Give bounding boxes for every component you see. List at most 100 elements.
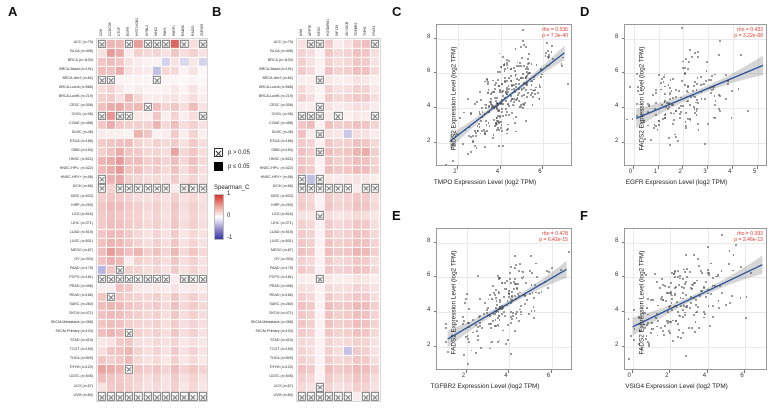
heatmap-cell[interactable] <box>143 48 152 57</box>
heatmap-cell[interactable] <box>334 111 343 121</box>
heatmap-cell[interactable] <box>97 57 106 66</box>
heatmap-cell[interactable] <box>306 84 315 93</box>
heatmap-cell[interactable] <box>297 193 306 202</box>
heatmap-cell[interactable] <box>325 220 334 229</box>
heatmap-cell[interactable] <box>370 229 380 238</box>
heatmap-cell[interactable] <box>97 166 106 175</box>
heatmap-cell[interactable] <box>343 256 352 265</box>
heatmap-cell[interactable] <box>297 346 306 356</box>
heatmap-cell[interactable] <box>143 356 152 365</box>
heatmap-cell[interactable] <box>170 93 180 102</box>
heatmap-cell[interactable] <box>189 301 198 311</box>
heatmap-cell[interactable] <box>152 166 161 175</box>
heatmap-cell[interactable] <box>170 193 180 202</box>
heatmap-cell[interactable] <box>343 247 352 256</box>
heatmap-cell[interactable] <box>370 184 380 193</box>
heatmap-cell[interactable] <box>125 93 134 102</box>
heatmap-cell[interactable] <box>315 346 325 356</box>
heatmap-cell[interactable] <box>306 138 315 148</box>
heatmap-cell[interactable] <box>134 310 143 320</box>
heatmap-cell[interactable] <box>97 392 106 401</box>
heatmap-cell[interactable] <box>152 319 161 329</box>
heatmap-cell[interactable] <box>198 184 207 193</box>
heatmap-cell[interactable] <box>352 346 361 356</box>
heatmap-cell[interactable] <box>352 319 361 329</box>
heatmap-cell[interactable] <box>170 256 180 265</box>
heatmap-cell[interactable] <box>315 193 325 202</box>
heatmap-cell[interactable] <box>115 310 125 320</box>
heatmap-cell[interactable] <box>361 392 371 401</box>
heatmap-cell[interactable] <box>306 274 315 283</box>
heatmap-cell[interactable] <box>115 57 125 66</box>
heatmap-cell[interactable] <box>106 346 115 356</box>
heatmap-cell[interactable] <box>170 229 180 238</box>
heatmap-cell[interactable] <box>152 175 161 184</box>
heatmap-cell[interactable] <box>334 392 343 401</box>
heatmap-cell[interactable] <box>143 238 152 247</box>
heatmap-cell[interactable] <box>170 220 180 229</box>
heatmap-grid[interactable] <box>296 38 381 402</box>
heatmap-cell[interactable] <box>306 392 315 401</box>
heatmap-cell[interactable] <box>306 48 315 57</box>
heatmap-cell[interactable] <box>343 301 352 311</box>
heatmap-cell[interactable] <box>161 256 171 265</box>
heatmap-cell[interactable] <box>180 48 189 57</box>
heatmap-cell[interactable] <box>115 337 125 347</box>
heatmap-cell[interactable] <box>125 120 134 130</box>
heatmap-cell[interactable] <box>198 374 207 383</box>
heatmap-cell[interactable] <box>334 175 343 184</box>
heatmap-cell[interactable] <box>180 265 189 274</box>
heatmap-cell[interactable] <box>134 202 143 211</box>
heatmap-cell[interactable] <box>361 274 371 283</box>
heatmap-cell[interactable] <box>115 274 125 283</box>
heatmap-cell[interactable] <box>343 283 352 292</box>
heatmap-cell[interactable] <box>370 66 380 75</box>
heatmap-cell[interactable] <box>143 229 152 238</box>
heatmap-cell[interactable] <box>125 202 134 211</box>
heatmap-cell[interactable] <box>325 229 334 238</box>
heatmap-cell[interactable] <box>325 383 334 392</box>
heatmap-cell[interactable] <box>315 120 325 130</box>
heatmap-cell[interactable] <box>143 166 152 175</box>
heatmap-cell[interactable] <box>306 93 315 102</box>
heatmap-cell[interactable] <box>370 238 380 247</box>
heatmap-cell[interactable] <box>198 211 207 220</box>
heatmap-cell[interactable] <box>189 247 198 256</box>
heatmap-cell[interactable] <box>180 301 189 311</box>
heatmap-cell[interactable] <box>143 138 152 148</box>
heatmap-cell[interactable] <box>370 310 380 320</box>
heatmap-cell[interactable] <box>352 202 361 211</box>
heatmap-cell[interactable] <box>115 93 125 102</box>
heatmap-cell[interactable] <box>125 138 134 148</box>
heatmap-cell[interactable] <box>170 57 180 66</box>
heatmap-cell[interactable] <box>315 292 325 301</box>
heatmap-cell[interactable] <box>115 283 125 292</box>
heatmap-cell[interactable] <box>297 175 306 184</box>
heatmap-cell[interactable] <box>189 175 198 184</box>
heatmap-cell[interactable] <box>352 238 361 247</box>
heatmap-cell[interactable] <box>361 383 371 392</box>
heatmap-cell[interactable] <box>180 111 189 121</box>
heatmap-cell[interactable] <box>198 274 207 283</box>
heatmap-cell[interactable] <box>189 265 198 274</box>
heatmap-cell[interactable] <box>370 337 380 347</box>
heatmap-cell[interactable] <box>325 283 334 292</box>
heatmap-cell[interactable] <box>134 220 143 229</box>
heatmap-cell[interactable] <box>315 156 325 166</box>
heatmap-cell[interactable] <box>334 238 343 247</box>
heatmap-cell[interactable] <box>180 383 189 392</box>
heatmap-cell[interactable] <box>161 319 171 329</box>
heatmap-cell[interactable] <box>97 111 106 121</box>
heatmap-cell[interactable] <box>352 193 361 202</box>
heatmap-cell[interactable] <box>125 310 134 320</box>
heatmap-cell[interactable] <box>334 383 343 392</box>
heatmap-cell[interactable] <box>370 265 380 274</box>
heatmap-cell[interactable] <box>325 84 334 93</box>
heatmap-cell[interactable] <box>352 292 361 301</box>
heatmap-cell[interactable] <box>152 238 161 247</box>
heatmap-cell[interactable] <box>361 356 371 365</box>
heatmap-cell[interactable] <box>361 346 371 356</box>
heatmap-cell[interactable] <box>334 202 343 211</box>
heatmap-cell[interactable] <box>180 319 189 329</box>
heatmap-cell[interactable] <box>125 337 134 347</box>
